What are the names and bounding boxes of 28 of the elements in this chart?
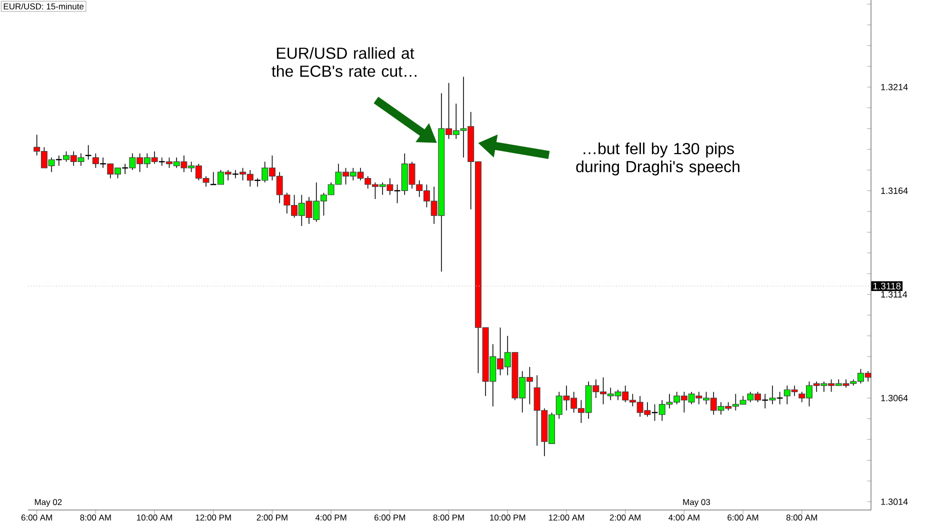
y-tick-label: 1.3064	[881, 394, 908, 402]
x-tick-label: 8:00 AM	[80, 514, 111, 521]
annotation: May 03	[683, 499, 710, 507]
y-tick-label: 1.3164	[881, 188, 908, 194]
candlestick	[158, 157, 166, 166]
candlestick	[394, 184, 401, 204]
x-tick-label: 8:00 AM	[786, 514, 817, 521]
chart-title: EUR/USD: 15-minute	[4, 3, 84, 10]
y-tick-label: 1.3214	[881, 84, 908, 90]
x-tick-label: 2:00 AM	[610, 514, 640, 521]
x-tick-label: 6:00 PM	[374, 514, 406, 521]
x-tick-label: 12:00 PM	[196, 514, 231, 521]
x-tick-label: 4:00 AM	[668, 514, 700, 521]
annotation: …but fell by 130 pips during Draghi's speech	[576, 142, 740, 176]
x-tick-label: 6:00 AM	[21, 514, 52, 521]
x-tick-label: 12:00 AM	[548, 514, 584, 521]
x-tick-label: 4:00 PM	[315, 514, 346, 521]
y-tick-label: 1.3014	[881, 498, 908, 505]
annotation: EUR/USD rallied at the ECB's rate cut…	[272, 47, 416, 77]
ref-line-label: 1.3118	[873, 282, 901, 290]
annotation: May 02	[34, 499, 62, 507]
x-tick-label: 10:00 AM	[136, 514, 172, 521]
candlestick	[99, 157, 107, 168]
y-tick-label: 1.3114	[881, 291, 908, 298]
x-tick-label: 2:00 PM	[256, 514, 288, 521]
x-tick-label: 8:00 PM	[433, 514, 464, 521]
x-tick-label: 10:00 PM	[490, 514, 526, 521]
x-tick-label: 6:00 AM	[728, 514, 758, 521]
